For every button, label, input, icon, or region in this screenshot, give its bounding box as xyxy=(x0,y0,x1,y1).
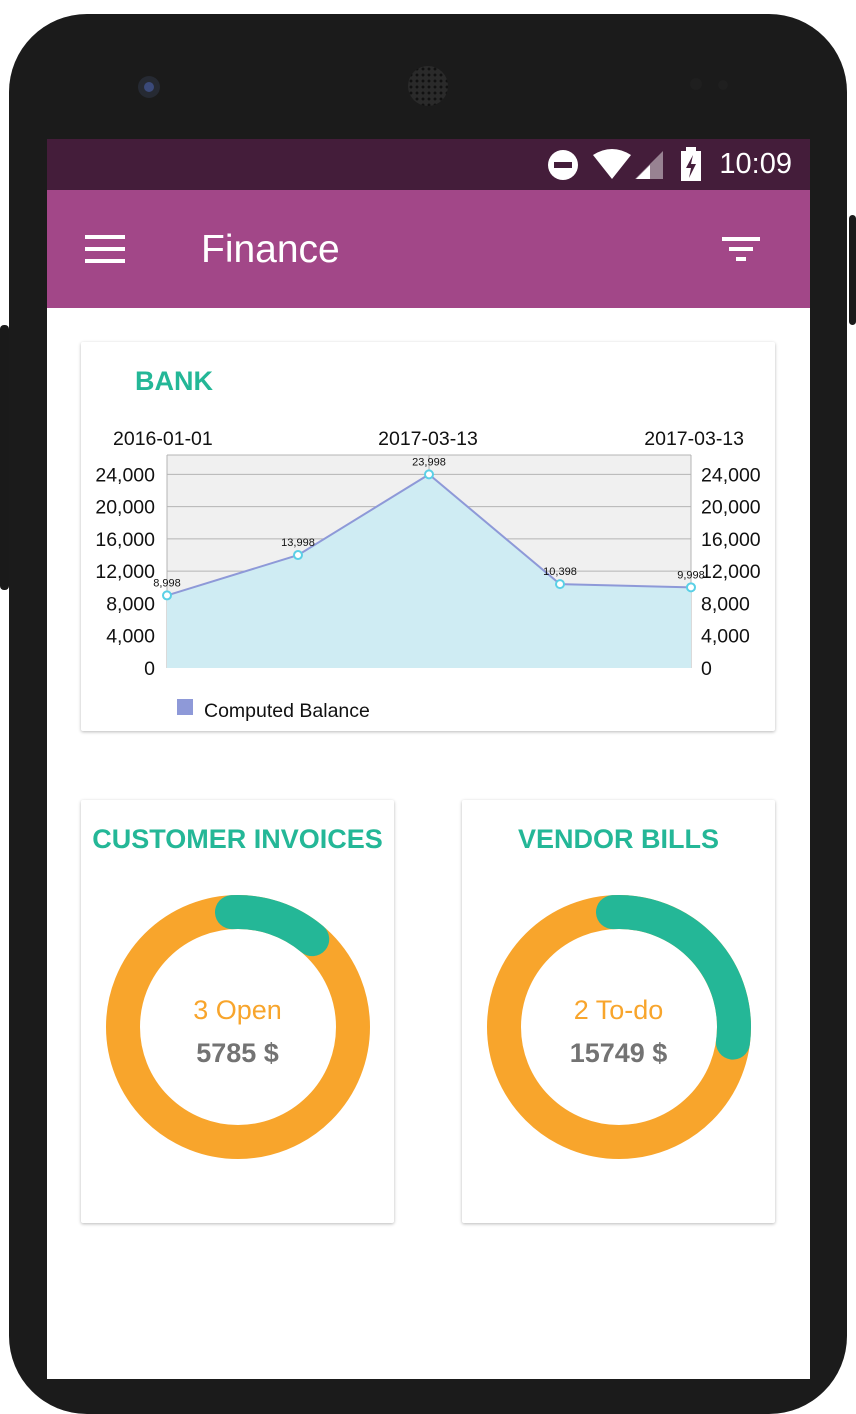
customer-invoices-card[interactable]: CUSTOMER INVOICES 3 Open 5785 $ xyxy=(81,800,394,1223)
wifi-icon xyxy=(593,149,631,179)
speaker-grille xyxy=(408,66,448,106)
y-tick-label-right: 16,000 xyxy=(701,529,761,551)
data-point[interactable] xyxy=(293,550,303,561)
open-amount: 5785 $ xyxy=(196,1038,279,1068)
power-button xyxy=(0,325,9,590)
y-tick-label-left: 0 xyxy=(144,658,155,680)
filter-icon[interactable] xyxy=(722,235,762,265)
vendor-bills-card[interactable]: VENDOR BILLS 2 To-do 15749 $ xyxy=(462,800,775,1223)
customer-invoices-donut[interactable] xyxy=(103,892,373,1162)
data-label: 9,998 xyxy=(677,569,705,581)
y-tick-label-left: 20,000 xyxy=(95,497,155,519)
status-bar: 10:09 xyxy=(47,139,810,190)
light-sensor xyxy=(718,80,728,90)
x-tick-label: 2016-01-01 xyxy=(113,428,213,450)
screen: 10:09 Finance BANK 8,998 13,998 23,998 10,3… xyxy=(47,139,810,1379)
open-count: 3 Open xyxy=(193,995,282,1025)
battery-charging-icon xyxy=(681,147,701,181)
data-label: 23,998 xyxy=(412,456,446,468)
x-tick-label: 2017-03-13 xyxy=(644,428,744,450)
status-time: 10:09 xyxy=(719,148,792,180)
front-camera-icon xyxy=(138,76,160,98)
donut-todo-arc xyxy=(595,895,751,1060)
bank-title: BANK xyxy=(135,366,213,396)
y-tick-label-right: 24,000 xyxy=(701,464,761,486)
app-bar: Finance xyxy=(47,190,810,308)
signal-icon xyxy=(635,151,663,179)
page-title: Finance xyxy=(201,228,340,271)
y-tick-label-left: 4,000 xyxy=(106,626,155,648)
vendor-bills-title: VENDOR BILLS xyxy=(517,824,719,854)
proximity-sensor xyxy=(690,78,702,90)
y-tick-label-right: 20,000 xyxy=(701,497,761,519)
customer-invoices-title: CUSTOMER INVOICES xyxy=(92,824,383,854)
volume-button xyxy=(849,215,856,325)
data-point[interactable] xyxy=(686,582,696,593)
y-tick-label-left: 24,000 xyxy=(95,464,155,486)
balance-area xyxy=(167,474,691,668)
bank-chart: 8,998 13,998 23,998 10,398 9,998 0 4,000 8,000… xyxy=(95,428,761,680)
data-label: 10,398 xyxy=(543,566,577,578)
y-tick-label-left: 12,000 xyxy=(95,561,155,583)
todo-count: 2 To-do xyxy=(573,995,664,1025)
y-tick-label-right: 0 xyxy=(701,658,712,680)
y-tick-label-left: 16,000 xyxy=(95,529,155,551)
data-label: 13,998 xyxy=(281,537,315,549)
data-point[interactable] xyxy=(424,469,434,480)
menu-icon[interactable] xyxy=(85,233,127,265)
todo-amount: 15749 $ xyxy=(569,1038,668,1068)
x-tick-label: 2017-03-13 xyxy=(378,428,478,450)
data-point[interactable] xyxy=(555,579,565,590)
donut-open-arc xyxy=(214,895,330,957)
legend-label[interactable]: Computed Balance xyxy=(204,700,370,722)
legend-swatch xyxy=(177,699,193,715)
y-tick-label-right: 12,000 xyxy=(701,561,761,583)
y-tick-label-left: 8,000 xyxy=(106,593,155,615)
bank-card[interactable]: BANK 8,998 13,998 23,998 10,398 9,998 0 4,000… xyxy=(81,342,775,731)
y-tick-label-right: 4,000 xyxy=(701,626,750,648)
data-label: 8,998 xyxy=(153,577,181,589)
vendor-bills-donut[interactable] xyxy=(484,892,754,1162)
data-point[interactable] xyxy=(162,590,172,601)
do-not-disturb-icon xyxy=(548,150,578,180)
y-tick-label-right: 8,000 xyxy=(701,593,750,615)
